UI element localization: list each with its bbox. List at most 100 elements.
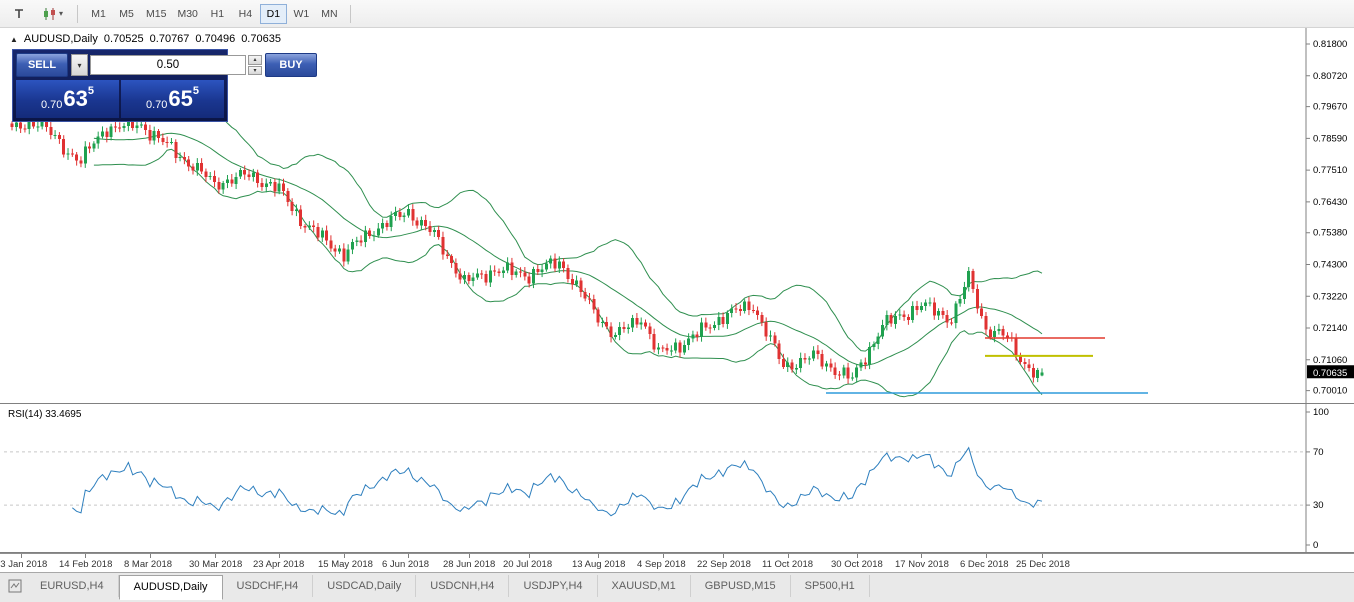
spinner-up-icon[interactable]: ▴ [248,55,262,65]
bid-big-digits: 63 [63,86,88,111]
collapse-trade-panel-icon[interactable]: ▲ [10,34,18,44]
time-axis-tick [529,554,530,558]
time-axis-tick [598,554,599,558]
chart-tab-sp500-h1[interactable]: SP500,H1 [791,575,870,597]
chart-window: 0.81800 0.80720 0.79670 0.78590 0.77510 0.764… [0,28,1354,573]
time-axis-label: 22 Sep 2018 [697,559,751,570]
time-axis-label: 11 Oct 2018 [762,559,814,570]
chart-tab-bar: EURUSD,H4 AUDUSD,Daily USDCHF,H4 USDCAD,Dai… [0,572,1354,602]
volume-spinner[interactable]: ▴ ▾ [248,55,262,75]
time-axis-tick [723,554,724,558]
time-axis-tick [85,554,86,558]
time-axis-tick [215,554,216,558]
timeframe-button-mn[interactable]: MN [316,4,343,24]
chart-type-button[interactable]: ▾ [35,3,70,25]
chart-tab-usdcad-daily[interactable]: USDCAD,Daily [313,575,417,597]
time-axis-tick [344,554,345,558]
text-tool-icon[interactable] [5,3,33,25]
svg-text:0.71060: 0.71060 [1313,355,1347,366]
chart-tab-usdjpy-h4[interactable]: USDJPY,H4 [509,575,598,597]
svg-text:0.70010: 0.70010 [1313,386,1347,397]
time-axis[interactable]: 23 Jan 2018 14 Feb 2018 8 Mar 2018 30 Mar 2… [0,553,1354,572]
time-axis-label: 25 Dec 2018 [1016,559,1070,570]
chart-tab-gbpusd-m15[interactable]: GBPUSD,M15 [691,575,791,597]
time-axis-label: 23 Jan 2018 [0,559,48,570]
symbol-period-label: AUDUSD,Daily [23,33,98,45]
time-axis-tick [788,554,789,558]
bid-price-button[interactable]: 0.70 63 5 [16,80,119,118]
timeframe-group: M1 M5 M15 M30 H1 H4 D1 W1 MN [85,3,343,24]
time-axis-label: 15 May 2018 [318,559,373,570]
ohlc-high: 0.70767 [149,33,190,45]
svg-text:0.74300: 0.74300 [1313,260,1347,271]
ask-pipette: 5 [192,85,200,97]
time-axis-tick [150,554,151,558]
time-axis-tick [857,554,858,558]
chevron-down-icon: ▾ [59,8,64,18]
rsi-indicator-canvas[interactable]: 100 70 30 0 [0,404,1354,553]
timeframe-button-w1[interactable]: W1 [288,4,315,24]
timeframe-button-m15[interactable]: M15 [141,4,171,24]
svg-text:0.70635: 0.70635 [1313,368,1347,379]
chart-tab-usdchf-h4[interactable]: USDCHF,H4 [223,575,314,597]
chart-ohlc-title: ▲ AUDUSD,Daily 0.70525 0.70767 0.70496 0… [10,33,281,45]
time-axis-label: 20 Jul 2018 [503,559,553,570]
time-axis-tick [408,554,409,558]
time-axis-label: 8 Mar 2018 [124,559,173,570]
price-chart-canvas[interactable]: 0.81800 0.80720 0.79670 0.78590 0.77510 0.764… [0,28,1354,404]
main-toolbar: ▾ M1 M5 M15 M30 H1 H4 D1 W1 MN [0,0,1354,28]
candlestick-chart-icon [44,7,55,20]
time-axis-label: 6 Jun 2018 [382,559,430,570]
ohlc-open: 0.70525 [103,33,144,45]
time-axis-tick [279,554,280,558]
time-axis-label: 23 Apr 2018 [253,559,305,570]
time-axis-label: 28 Jun 2018 [443,559,496,570]
svg-text:0.75380: 0.75380 [1313,228,1347,239]
chart-tab-audusd-daily[interactable]: AUDUSD,Daily [118,575,223,600]
svg-text:0.78590: 0.78590 [1313,133,1347,144]
spinner-down-icon[interactable]: ▾ [248,65,262,75]
time-axis-label: 4 Sep 2018 [637,559,686,570]
toolbar-separator [77,4,79,23]
timeframe-button-h1[interactable]: H1 [204,4,231,24]
toolbar-separator [349,4,351,23]
time-axis-tick [1042,554,1043,558]
time-axis-tick [21,554,22,558]
ohlc-close: 0.70635 [241,33,281,45]
bid-prefix: 0.70 [40,99,63,111]
svg-text:30: 30 [1313,500,1324,511]
buy-button[interactable]: BUY [265,53,317,77]
timeframe-button-m1[interactable]: M1 [85,4,112,24]
time-axis-label: 13 Aug 2018 [572,559,626,570]
ohlc-low: 0.70496 [195,33,236,45]
tab-strip: EURUSD,H4 AUDUSD,Daily USDCHF,H4 USDCAD,Dai… [26,575,870,600]
sell-button[interactable]: SELL [16,53,68,77]
svg-text:0.72140: 0.72140 [1313,323,1347,334]
chart-tab-usdcnh-h4[interactable]: USDCNH,H4 [416,575,510,597]
ask-price-button[interactable]: 0.70 65 5 [121,80,224,118]
chart-list-icon[interactable] [4,575,26,597]
timeframe-button-d1[interactable]: D1 [259,3,287,24]
volume-input[interactable] [90,55,246,75]
svg-text:0.77510: 0.77510 [1313,165,1347,176]
timeframe-button-m5[interactable]: M5 [113,4,140,24]
volume-dropdown-icon[interactable]: ▾ [71,54,88,76]
svg-text:0.79670: 0.79670 [1313,102,1347,113]
chart-tab-eurusd-h4[interactable]: EURUSD,H4 [26,575,119,597]
ask-prefix: 0.70 [145,99,168,111]
timeframe-button-m30[interactable]: M30 [172,4,202,24]
chart-tab-xauusd-m1[interactable]: XAUUSD,M1 [598,575,691,597]
time-axis-tick [921,554,922,558]
time-axis-tick [986,554,987,558]
rsi-indicator-label: RSI(14) 33.4695 [8,409,82,420]
volume-control: ▾ ▴ ▾ [71,53,262,77]
time-axis-label: 14 Feb 2018 [59,559,113,570]
bid-pipette: 5 [87,85,95,97]
time-axis-label: 17 Nov 2018 [895,559,949,570]
timeframe-button-h4[interactable]: H4 [232,4,259,24]
svg-text:0.73220: 0.73220 [1313,291,1347,302]
svg-text:0: 0 [1313,540,1318,551]
time-axis-label: 6 Dec 2018 [960,559,1009,570]
time-axis-tick [469,554,470,558]
